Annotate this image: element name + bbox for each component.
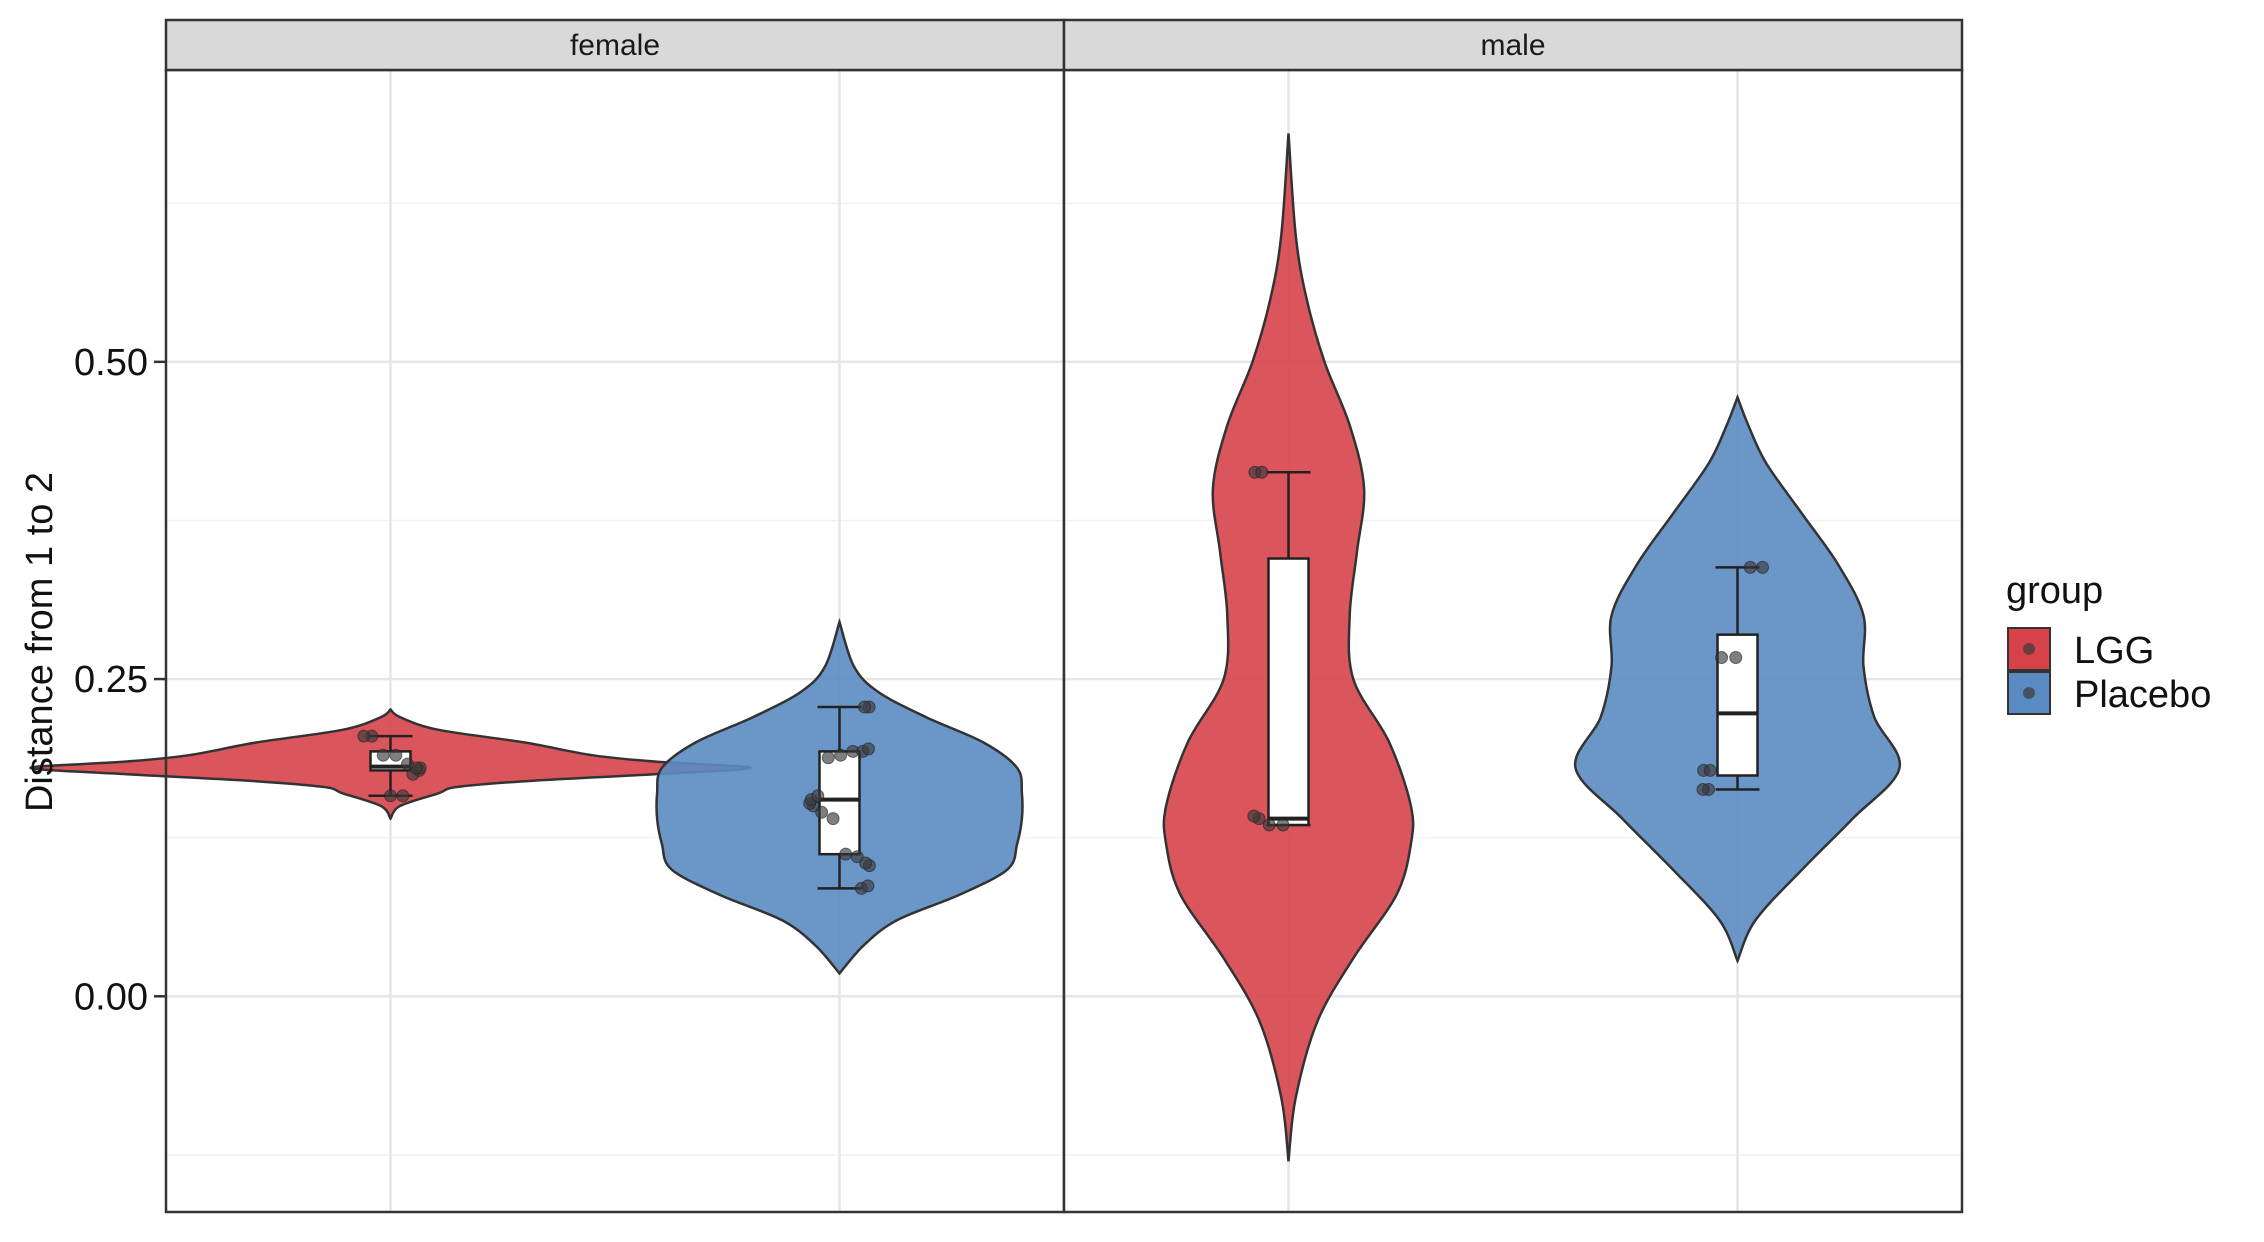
data-point — [1703, 763, 1717, 777]
violin-group-lgg — [1162, 133, 1415, 1162]
data-point — [389, 748, 403, 762]
legend-key-point — [2023, 687, 2035, 699]
data-point — [1696, 782, 1710, 796]
legend-key-point — [2023, 643, 2035, 655]
data-point — [1247, 809, 1261, 823]
data-point — [821, 751, 835, 765]
data-point — [396, 789, 410, 803]
data-point — [861, 879, 875, 893]
violin-group-lgg — [29, 707, 752, 821]
facet-strip — [1062, 18, 1964, 72]
data-point — [861, 742, 875, 756]
legend-entry-lgg: LGG — [2007, 627, 2154, 672]
y-tick-label: 0.00 — [74, 976, 148, 1018]
legend-title: group — [2006, 570, 2103, 612]
data-point — [839, 847, 853, 861]
data-point — [1276, 818, 1290, 832]
y-axis: 0.00 0.25 0.50 — [74, 342, 166, 1018]
legend-entry-placebo: Placebo — [2007, 671, 2211, 716]
facet-panel-female: female — [29, 18, 1066, 1214]
data-point — [850, 850, 864, 864]
y-axis-title: Distance from 1 to 2 — [19, 472, 61, 812]
data-point — [1729, 650, 1743, 664]
panel-background — [166, 70, 1064, 1212]
data-point — [376, 748, 390, 762]
data-point — [1715, 650, 1729, 664]
data-point — [826, 812, 840, 826]
data-point — [400, 757, 414, 771]
legend-key — [2007, 627, 2051, 671]
legend-key — [2007, 671, 2051, 715]
facet-strip-label: male — [1480, 29, 1545, 62]
facet-strip-label: female — [570, 29, 660, 62]
legend-label: LGG — [2074, 630, 2154, 672]
facet-strip — [164, 18, 1066, 72]
box — [1267, 557, 1310, 827]
data-point — [834, 748, 848, 762]
violin-group-placebo — [655, 617, 1024, 976]
y-tick-label: 0.25 — [74, 659, 148, 701]
data-point — [811, 789, 825, 803]
data-point — [384, 789, 397, 803]
violin-group-placebo — [1574, 393, 1901, 964]
data-point — [1262, 818, 1276, 832]
data-point — [1743, 560, 1757, 574]
data-point — [858, 700, 872, 714]
data-point — [1756, 560, 1770, 574]
legend-label: Placebo — [2074, 674, 2211, 716]
facet-panels: female male — [29, 18, 1964, 1214]
box — [818, 750, 861, 856]
data-point — [357, 729, 371, 743]
facet-panel-male: male — [1062, 18, 1964, 1214]
y-tick-label: 0.50 — [74, 342, 148, 384]
data-point — [1255, 465, 1269, 479]
